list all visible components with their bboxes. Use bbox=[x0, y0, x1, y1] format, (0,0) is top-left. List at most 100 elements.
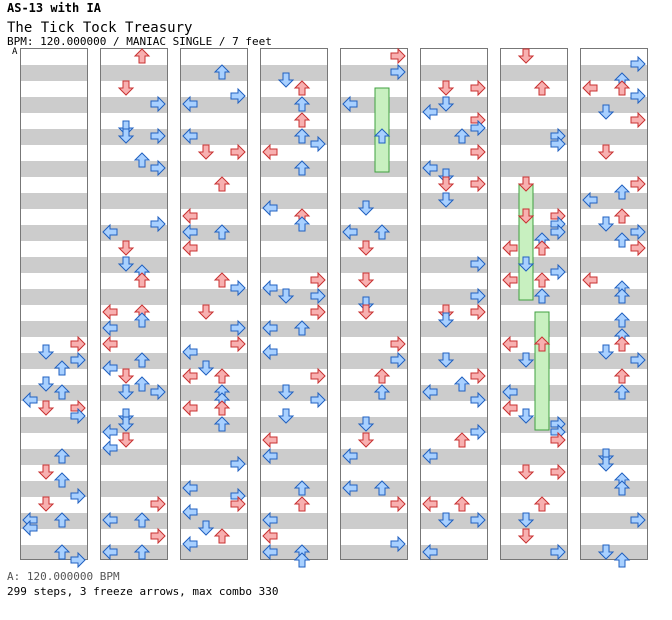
arrow-up-icon bbox=[533, 272, 551, 288]
arrow-down-icon bbox=[37, 344, 55, 360]
arrow-right-icon bbox=[470, 391, 486, 409]
arrow-left-icon bbox=[102, 423, 118, 441]
arrow-left-icon bbox=[182, 95, 198, 113]
bpm-marker: A bbox=[12, 47, 18, 57]
arrow-left-icon bbox=[182, 503, 198, 521]
arrow-up-icon bbox=[293, 552, 311, 568]
arrow-left-icon bbox=[182, 479, 198, 497]
arrow-down-icon bbox=[437, 512, 455, 528]
arrow-up-icon bbox=[293, 496, 311, 512]
arrow-right-icon bbox=[630, 111, 646, 129]
arrow-left-icon bbox=[182, 207, 198, 225]
arrow-right-icon bbox=[470, 255, 486, 273]
arrow-down-icon bbox=[357, 240, 375, 256]
arrow-left-icon bbox=[182, 343, 198, 361]
arrow-up-icon bbox=[53, 384, 71, 400]
arrow-up-icon bbox=[293, 160, 311, 176]
arrow-right-icon bbox=[550, 543, 566, 561]
arrow-left-icon bbox=[102, 319, 118, 337]
arrow-right-icon bbox=[470, 511, 486, 529]
arrow-down-icon bbox=[437, 80, 455, 96]
arrow-down-icon bbox=[597, 216, 615, 232]
arrow-up-icon bbox=[213, 224, 231, 240]
arrow-right-icon bbox=[550, 223, 566, 241]
arrow-up-icon bbox=[613, 184, 631, 200]
arrow-right-icon bbox=[310, 391, 326, 409]
arrow-down-icon bbox=[517, 176, 535, 192]
arrow-right-icon bbox=[70, 487, 86, 505]
arrow-up-icon bbox=[533, 336, 551, 352]
arrow-left-icon bbox=[262, 511, 278, 529]
arrow-up-icon bbox=[613, 312, 631, 328]
arrow-up-icon bbox=[133, 312, 151, 328]
arrow-left-icon bbox=[422, 495, 438, 513]
chart-column-5 bbox=[340, 48, 408, 560]
bpm-legend: A: 120.000000 BPM bbox=[7, 570, 120, 583]
arrow-down-icon bbox=[357, 416, 375, 432]
arrow-down-icon bbox=[437, 96, 455, 112]
chart-meta: BPM: 120.000000 / MANIAC SINGLE / 7 feet bbox=[7, 35, 272, 48]
arrow-right-icon bbox=[470, 175, 486, 193]
arrow-up-icon bbox=[373, 128, 391, 144]
arrow-up-icon bbox=[533, 80, 551, 96]
arrow-left-icon bbox=[582, 79, 598, 97]
arrow-up-icon bbox=[133, 376, 151, 392]
arrow-right-icon bbox=[470, 287, 486, 305]
arrow-up-icon bbox=[613, 208, 631, 224]
arrow-up-icon bbox=[213, 368, 231, 384]
arrow-up-icon bbox=[293, 480, 311, 496]
arrow-down-icon bbox=[117, 80, 135, 96]
arrow-right-icon bbox=[630, 87, 646, 105]
arrow-up-icon bbox=[613, 80, 631, 96]
arrow-right-icon bbox=[470, 367, 486, 385]
arrow-up-icon bbox=[213, 64, 231, 80]
arrow-right-icon bbox=[150, 527, 166, 545]
arrow-right-icon bbox=[630, 511, 646, 529]
arrow-up-icon bbox=[213, 400, 231, 416]
arrow-up-icon bbox=[613, 368, 631, 384]
arrow-up-icon bbox=[533, 496, 551, 512]
arrow-right-icon bbox=[230, 455, 246, 473]
arrow-down-icon bbox=[357, 200, 375, 216]
arrow-up-icon bbox=[53, 544, 71, 560]
song-title: The Tick Tock Treasury bbox=[7, 20, 193, 36]
arrow-right-icon bbox=[630, 223, 646, 241]
arrow-up-icon bbox=[133, 512, 151, 528]
arrow-up-icon bbox=[613, 384, 631, 400]
chart-column-8 bbox=[580, 48, 648, 560]
arrow-down-icon bbox=[277, 408, 295, 424]
arrow-up-icon bbox=[613, 480, 631, 496]
arrow-down-icon bbox=[437, 352, 455, 368]
arrow-down-icon bbox=[517, 48, 535, 64]
arrow-down-icon bbox=[117, 384, 135, 400]
arrow-left-icon bbox=[582, 271, 598, 289]
arrow-right-icon bbox=[390, 351, 406, 369]
arrow-down-icon bbox=[517, 256, 535, 272]
arrow-right-icon bbox=[390, 495, 406, 513]
arrow-right-icon bbox=[470, 79, 486, 97]
arrow-down-icon bbox=[277, 384, 295, 400]
step-stats: 299 steps, 3 freeze arrows, max combo 33… bbox=[7, 585, 279, 598]
arrow-up-icon bbox=[213, 176, 231, 192]
arrow-down-icon bbox=[117, 416, 135, 432]
arrow-left-icon bbox=[102, 543, 118, 561]
chart-column-1 bbox=[20, 48, 88, 560]
arrow-right-icon bbox=[470, 143, 486, 161]
arrow-down-icon bbox=[117, 128, 135, 144]
arrow-right-icon bbox=[630, 239, 646, 257]
arrow-up-icon bbox=[613, 232, 631, 248]
arrow-up-icon bbox=[293, 96, 311, 112]
arrow-right-icon bbox=[310, 287, 326, 305]
arrow-right-icon bbox=[150, 95, 166, 113]
arrow-down-icon bbox=[517, 464, 535, 480]
arrow-down-icon bbox=[357, 432, 375, 448]
arrow-left-icon bbox=[262, 143, 278, 161]
arrow-left-icon bbox=[262, 343, 278, 361]
chart-column-4 bbox=[260, 48, 328, 560]
arrow-up-icon bbox=[533, 240, 551, 256]
arrow-up-icon bbox=[373, 368, 391, 384]
arrow-left-icon bbox=[422, 159, 438, 177]
arrow-up-icon bbox=[213, 416, 231, 432]
arrow-left-icon bbox=[102, 511, 118, 529]
arrow-up-icon bbox=[53, 360, 71, 376]
